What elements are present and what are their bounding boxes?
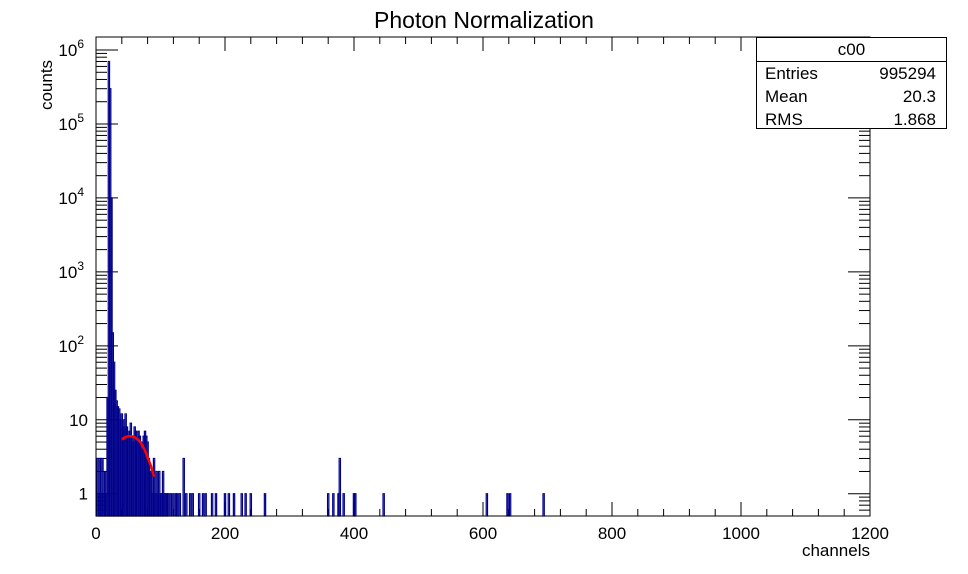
histogram-bin bbox=[166, 493, 170, 517]
histogram-bin bbox=[485, 493, 489, 517]
histogram-bin bbox=[201, 493, 205, 517]
fit-curve bbox=[121, 434, 156, 478]
histogram-bin bbox=[188, 493, 192, 517]
x-tick-label: 200 bbox=[211, 524, 239, 543]
stats-rms-value: 1.868 bbox=[893, 110, 936, 129]
x-tick-label: 800 bbox=[598, 524, 626, 543]
stats-row-entries: Entries 995294 bbox=[757, 62, 946, 85]
y-tick-label: 10 bbox=[69, 411, 88, 430]
stats-title: c00 bbox=[757, 38, 946, 62]
x-tick-label: 0 bbox=[91, 524, 100, 543]
y-tick-label: 104 bbox=[58, 185, 84, 208]
stats-mean-value: 20.3 bbox=[902, 87, 936, 106]
histogram-bin bbox=[227, 493, 231, 517]
plot-frame bbox=[95, 36, 871, 517]
histogram-bin bbox=[542, 493, 545, 517]
histogram-bin bbox=[332, 493, 335, 517]
chart-title: Photon Normalization bbox=[374, 7, 594, 33]
stats-rms-label: RMS bbox=[765, 110, 803, 129]
histogram-bin bbox=[169, 493, 173, 517]
histogram-bin bbox=[178, 493, 182, 517]
histogram-bin bbox=[232, 493, 236, 517]
histogram-bin bbox=[244, 493, 247, 517]
histogram-bin bbox=[214, 493, 218, 517]
x-tick-label: 1200 bbox=[851, 524, 889, 543]
y-tick-label: 1 bbox=[79, 485, 88, 504]
histogram-bin bbox=[342, 493, 345, 517]
stats-entries-label: Entries bbox=[765, 64, 818, 83]
stats-row-mean: Mean 20.3 bbox=[757, 85, 946, 108]
histogram-bin bbox=[508, 493, 512, 517]
histogram-bin bbox=[176, 493, 179, 517]
histogram-bin bbox=[210, 493, 214, 517]
histogram-bin bbox=[263, 493, 267, 517]
histogram-bin bbox=[182, 457, 185, 517]
x-tick-label: 400 bbox=[340, 524, 368, 543]
histogram-bin bbox=[185, 493, 188, 517]
histogram-bin bbox=[382, 493, 385, 517]
stats-row-rms: RMS 1.868 bbox=[757, 108, 946, 131]
y-tick-label: 103 bbox=[58, 259, 84, 282]
histogram-bin bbox=[240, 493, 244, 517]
histogram-bin bbox=[338, 457, 342, 517]
x-axis-label: channels bbox=[802, 541, 870, 560]
stats-entries-value: 995294 bbox=[879, 64, 936, 83]
histogram-bin bbox=[354, 493, 357, 517]
stats-box: c00 Entries 995294 Mean 20.3 RMS 1.868 bbox=[756, 37, 947, 129]
x-tick-label: 1000 bbox=[722, 524, 760, 543]
y-axis-label: counts bbox=[37, 60, 56, 110]
y-tick-label: 102 bbox=[58, 333, 84, 356]
histogram-bin bbox=[204, 493, 207, 517]
y-tick-label: 106 bbox=[58, 37, 84, 60]
stats-mean-label: Mean bbox=[765, 87, 808, 106]
histogram-bin bbox=[506, 493, 509, 517]
x-tick-label: 600 bbox=[469, 524, 497, 543]
y-tick-label: 105 bbox=[58, 111, 84, 134]
histogram-bin bbox=[191, 493, 194, 517]
